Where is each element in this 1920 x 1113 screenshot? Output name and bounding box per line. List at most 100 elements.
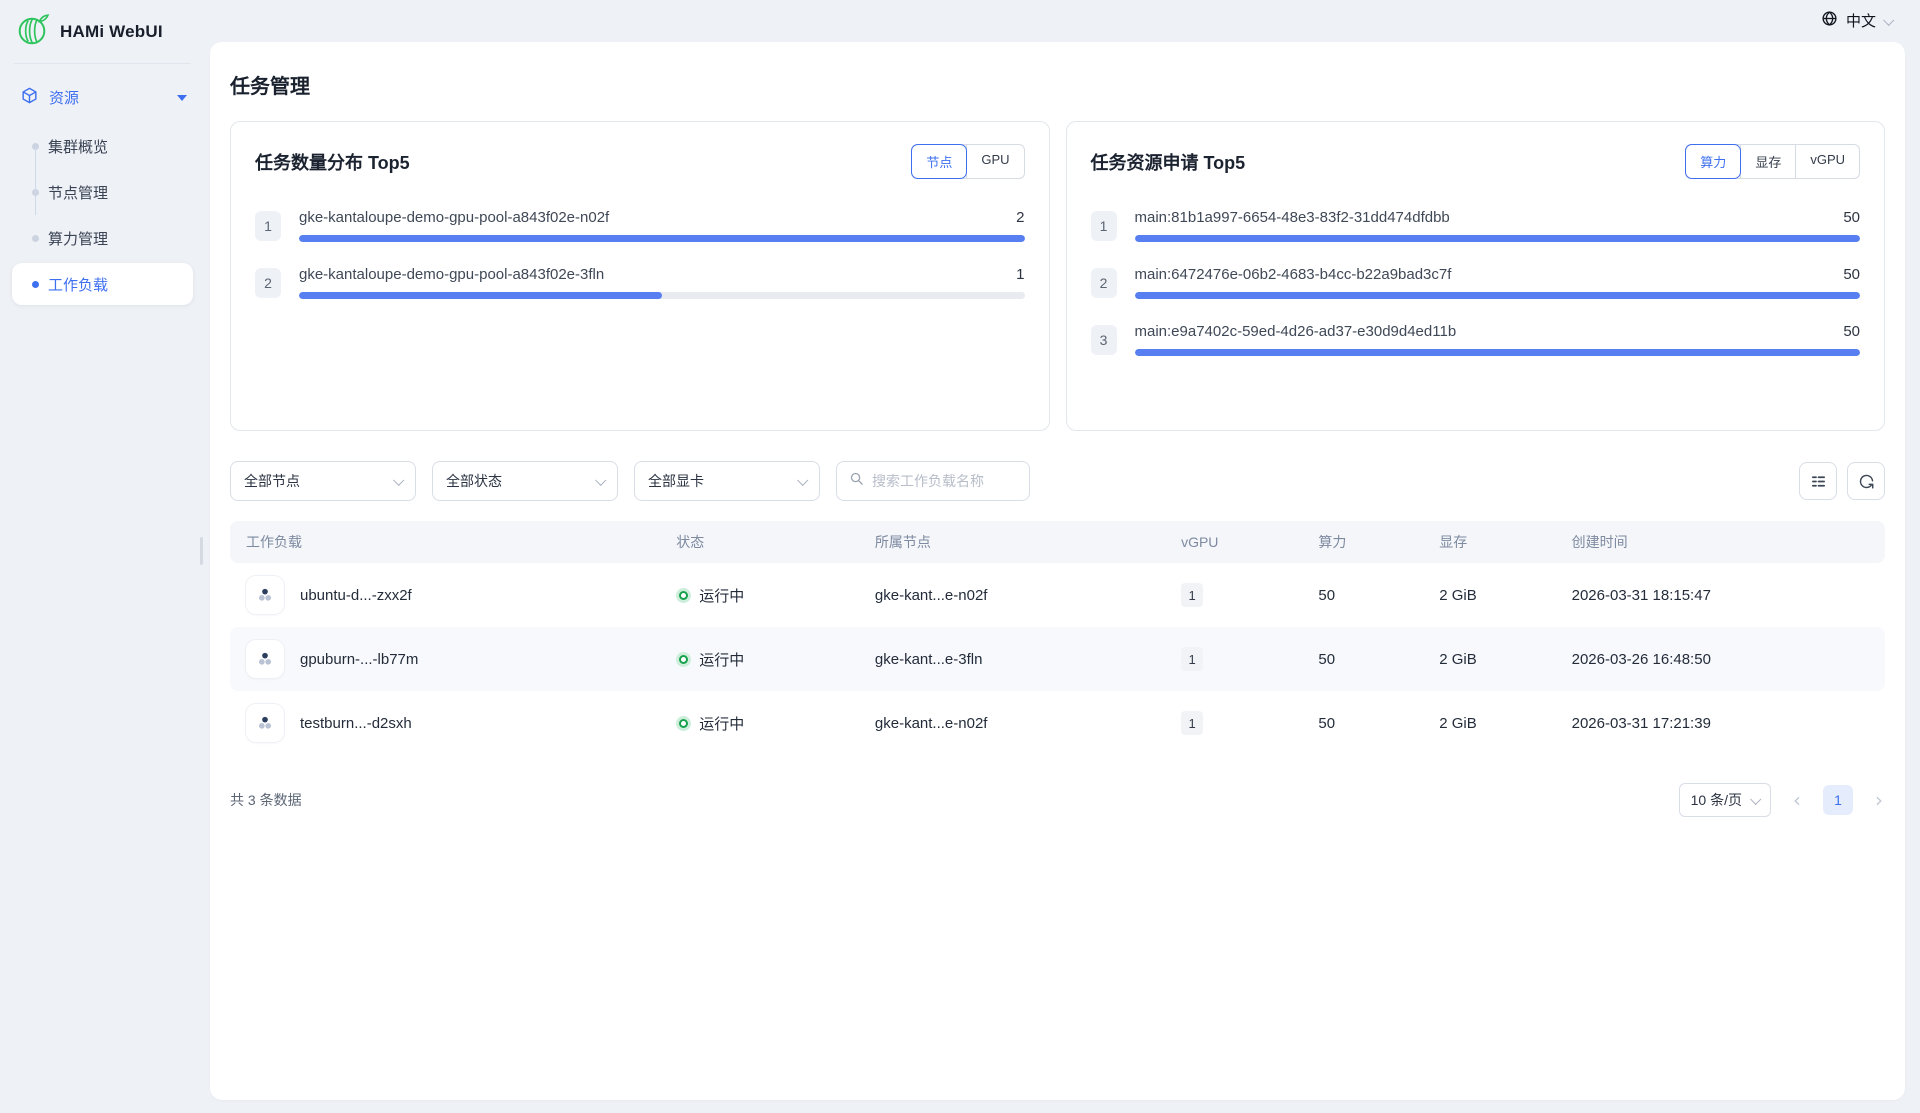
card-resource-request-top5: 任务资源申请 Top5 算力 显存 vGPU 1 main:81b1a997-6… [1065, 121, 1885, 431]
bar-track [299, 292, 1025, 299]
card-title: 任务资源申请 Top5 [1090, 152, 1246, 173]
sidebar-group-label: 资源 [49, 90, 80, 107]
status-running-icon [676, 715, 692, 731]
chevron-down-icon [595, 474, 607, 486]
sidebar-item-label: 集群概览 [48, 138, 109, 156]
status-running-icon [676, 651, 692, 667]
workload-icon [246, 640, 284, 678]
compute-cell: 50 [1318, 650, 1336, 668]
bar-track [1134, 292, 1860, 299]
sidebar-item-label: 算力管理 [48, 230, 109, 248]
top5-cards: 任务数量分布 Top5 节点 GPU 1 gke-kantaloupe-demo… [230, 121, 1885, 431]
toggle-memory[interactable]: 显存 [1740, 145, 1795, 178]
memory-cell: 2 GiB [1439, 650, 1477, 668]
status-text: 运行中 [699, 651, 745, 669]
workload-name: gpuburn-...-lb77m [300, 650, 419, 668]
rank-badge: 3 [1090, 324, 1117, 355]
next-page-button[interactable]: › [1875, 788, 1883, 812]
top5-value: 50 [1843, 266, 1860, 283]
bar-fill [299, 292, 662, 299]
compute-cell: 50 [1318, 714, 1336, 732]
chevron-down-icon [1750, 793, 1762, 805]
workload-icon [246, 576, 284, 614]
app-title: HAMi WebUI [60, 21, 163, 41]
nav-connector-line [35, 147, 36, 215]
top5-value: 2 [1016, 209, 1025, 226]
top5-value: 50 [1843, 323, 1860, 340]
vgpu-badge: 1 [1181, 583, 1204, 607]
sidebar-item-label: 节点管理 [48, 184, 109, 202]
vgpu-badge: 1 [1181, 647, 1204, 671]
toggle-vgpu[interactable]: vGPU [1795, 145, 1859, 178]
table-header: 工作负载 状态 所属节点 vGPU 算力 显存 创建时间 [230, 521, 1885, 563]
card-title: 任务数量分布 Top5 [255, 152, 410, 173]
bar-track [1134, 349, 1860, 356]
top5-name: gke-kantaloupe-demo-gpu-pool-a843f02e-n0… [299, 209, 610, 226]
memory-cell: 2 GiB [1439, 586, 1477, 604]
globe-icon [1821, 10, 1838, 31]
chevron-down-icon [393, 474, 405, 486]
sidebar-item-workloads[interactable]: 工作负载 [12, 263, 193, 305]
sidebar-item-label: 工作负载 [48, 276, 109, 294]
node-cell: gke-kant...e-n02f [874, 714, 988, 732]
header-memory: 显存 [1439, 534, 1468, 550]
language-label: 中文 [1845, 13, 1876, 30]
header-node: 所属节点 [874, 534, 931, 550]
compute-cell: 50 [1318, 586, 1336, 604]
pagination: 10 条/页 ‹ 1 › [1678, 783, 1885, 817]
sidebar-item-cluster-overview[interactable]: 集群概览 [12, 125, 193, 167]
search-icon [849, 471, 864, 491]
current-page-button[interactable]: 1 [1823, 785, 1853, 815]
status-text: 运行中 [699, 715, 745, 733]
gpu-filter-value: 全部显卡 [648, 473, 704, 489]
sidebar-divider [14, 63, 191, 64]
rank-badge: 1 [1090, 210, 1117, 241]
chevron-down-icon [1883, 14, 1895, 26]
toggle-gpu[interactable]: GPU [966, 145, 1023, 178]
header-compute: 算力 [1318, 534, 1347, 550]
sidebar-group-resources[interactable]: 资源 [0, 72, 205, 123]
page-size-select[interactable]: 10 条/页 [1678, 783, 1771, 817]
main-panel: 任务管理 任务数量分布 Top5 节点 GPU 1 gke-kantaloupe… [210, 42, 1905, 1100]
workload-table: 工作负载 状态 所属节点 vGPU 算力 显存 创建时间 ubuntu-d...… [230, 521, 1885, 755]
table-row[interactable]: ubuntu-d...-zxx2f 运行中 gke-kant...e-n02f … [230, 563, 1885, 627]
sidebar-scrollbar-thumb[interactable] [200, 537, 203, 565]
vgpu-badge: 1 [1181, 711, 1204, 735]
sidebar: HAMi WebUI 资源 集群概览 节点管理 算力管理 工作 [0, 0, 205, 1113]
bar-track [299, 235, 1025, 242]
refresh-button[interactable] [1847, 462, 1885, 500]
table-row[interactable]: testburn...-d2sxh 运行中 gke-kant...e-n02f … [230, 691, 1885, 755]
total-count-text: 共 3 条数据 [230, 792, 302, 808]
top5-name: main:81b1a997-6654-48e3-83f2-31dd474dfdb… [1134, 209, 1450, 226]
top5-row: 1 gke-kantaloupe-demo-gpu-pool-a843f02e-… [255, 209, 1025, 242]
caret-down-icon [177, 94, 187, 101]
language-selector[interactable]: 中文 [1821, 10, 1895, 31]
created-cell: 2026-03-26 16:48:50 [1571, 650, 1711, 668]
top5-row: 2 main:6472476e-06b2-4683-b4cc-b22a9bad3… [1090, 266, 1860, 299]
top5-value: 1 [1016, 266, 1025, 283]
toggle-compute[interactable]: 算力 [1686, 145, 1740, 178]
table-row[interactable]: gpuburn-...-lb77m 运行中 gke-kant...e-3fln … [230, 627, 1885, 691]
sidebar-item-compute-management[interactable]: 算力管理 [12, 217, 193, 259]
workload-search[interactable] [836, 461, 1030, 501]
prev-page-button[interactable]: ‹ [1793, 788, 1801, 812]
toggle-node[interactable]: 节点 [912, 145, 966, 178]
top5-name: main:6472476e-06b2-4683-b4cc-b22a9bad3c7… [1134, 266, 1452, 283]
node-filter-value: 全部节点 [244, 473, 300, 489]
workload-icon [246, 704, 284, 742]
sidebar-item-node-management[interactable]: 节点管理 [12, 171, 193, 213]
status-filter-select[interactable]: 全部状态 [432, 461, 618, 501]
column-settings-button[interactable] [1799, 462, 1837, 500]
sidebar-nav: 集群概览 节点管理 算力管理 工作负载 [0, 125, 205, 305]
status-text: 运行中 [699, 587, 745, 605]
top5-name: gke-kantaloupe-demo-gpu-pool-a843f02e-3f… [299, 266, 605, 283]
bar-track [1134, 235, 1860, 242]
search-input[interactable] [872, 473, 1012, 489]
gpu-filter-select[interactable]: 全部显卡 [634, 461, 820, 501]
filter-bar: 全部节点 全部状态 全部显卡 [230, 461, 1885, 501]
rank-badge: 1 [255, 210, 281, 241]
top5-row: 2 gke-kantaloupe-demo-gpu-pool-a843f02e-… [255, 266, 1025, 299]
node-filter-select[interactable]: 全部节点 [230, 461, 416, 501]
brand: HAMi WebUI [0, 0, 205, 61]
rank-badge: 2 [1090, 267, 1117, 298]
